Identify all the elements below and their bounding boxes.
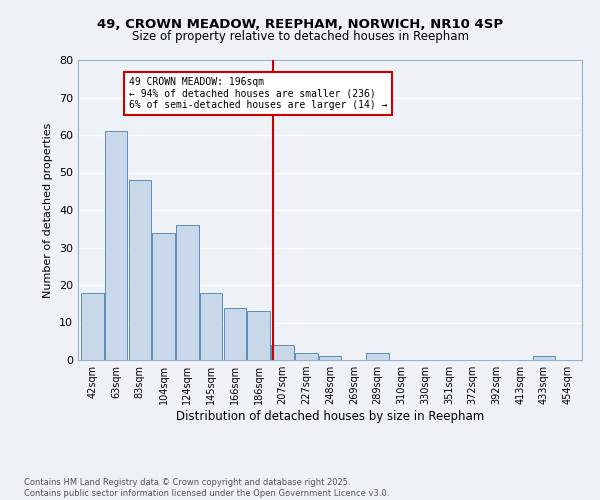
Bar [247,311,270,360]
Bar [105,131,127,360]
Text: 49 CROWN MEADOW: 196sqm
← 94% of detached houses are smaller (236)
6% of semi-de: 49 CROWN MEADOW: 196sqm ← 94% of detache… [129,77,388,110]
Bar [271,345,294,360]
Bar [295,352,317,360]
Text: 49, CROWN MEADOW, REEPHAM, NORWICH, NR10 4SP: 49, CROWN MEADOW, REEPHAM, NORWICH, NR10… [97,18,503,30]
Text: Size of property relative to detached houses in Reepham: Size of property relative to detached ho… [131,30,469,43]
X-axis label: Distribution of detached houses by size in Reepham: Distribution of detached houses by size … [176,410,484,423]
Text: Contains HM Land Registry data © Crown copyright and database right 2025.
Contai: Contains HM Land Registry data © Crown c… [24,478,389,498]
Bar [152,232,175,360]
Bar [366,352,389,360]
Bar [224,308,246,360]
Bar [81,292,104,360]
Bar [533,356,555,360]
Bar [128,180,151,360]
Bar [200,292,223,360]
Bar [176,225,199,360]
Bar [319,356,341,360]
Y-axis label: Number of detached properties: Number of detached properties [43,122,53,298]
